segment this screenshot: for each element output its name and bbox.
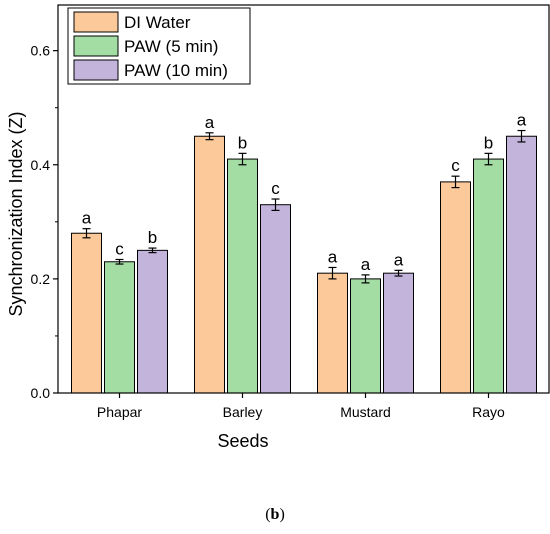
significance-letter: b — [148, 228, 157, 247]
legend-label: PAW (10 min) — [124, 61, 228, 80]
legend-swatch — [73, 11, 119, 33]
y-tick-label: 0.2 — [31, 271, 51, 287]
y-tick-label: 0.6 — [31, 43, 51, 59]
legend-label: DI Water — [124, 13, 191, 32]
significance-letter: c — [271, 179, 280, 198]
bar — [473, 158, 504, 394]
significance-letter: b — [484, 133, 493, 152]
bar — [104, 261, 135, 394]
x-tick-label: Barley — [223, 404, 263, 420]
legend: DI Water PAW (5 min) PAW (10 min) — [67, 7, 251, 85]
bar — [317, 272, 348, 394]
significance-letter: a — [205, 113, 215, 132]
x-axis-label: Seeds — [217, 431, 268, 451]
axes-layer: 0.0 0.2 0.4 0.6 Phapar Barley Mustard Rayo — [31, 4, 550, 420]
bar-chart: a c b a b c a a a c b a 0.0 0.2 0.4 0.6 Phapar Barley Mus… — [6, 4, 550, 451]
bar — [383, 272, 414, 394]
caption-label: b — [270, 506, 280, 523]
bar — [194, 135, 225, 394]
bar — [506, 135, 537, 394]
bars-layer — [71, 135, 537, 394]
caption-open-paren: ( — [265, 506, 271, 523]
legend-swatch — [73, 35, 119, 57]
bar — [350, 278, 381, 394]
significance-letter: a — [82, 209, 92, 228]
significance-letter: a — [361, 255, 371, 274]
plot-frame — [57, 4, 550, 394]
bar — [440, 181, 471, 394]
y-axis-label: Synchronization Index (Z) — [6, 111, 26, 316]
legend-label: PAW (5 min) — [124, 37, 218, 56]
y-tick-label: 0.4 — [31, 157, 51, 173]
bar — [137, 249, 168, 394]
y-tick-label: 0.0 — [31, 385, 51, 401]
bar — [260, 204, 291, 394]
significance-letter: c — [451, 156, 460, 175]
significance-letter: a — [328, 247, 338, 266]
significance-letter: c — [115, 239, 124, 258]
significance-letter: a — [394, 250, 404, 269]
significance-letter: b — [238, 133, 247, 152]
significance-letters-layer: a c b a b c a a a c b a — [82, 111, 527, 274]
figure-caption: (b) — [0, 506, 550, 524]
caption-close-paren: ) — [279, 506, 285, 523]
bar — [227, 158, 258, 394]
x-tick-label: Mustard — [340, 404, 391, 420]
bar — [71, 232, 102, 394]
x-tick-label: Rayo — [472, 404, 505, 420]
error-bars-layer — [82, 129, 526, 284]
significance-letter: a — [517, 111, 527, 130]
x-tick-label: Phapar — [97, 404, 142, 420]
legend-swatch — [73, 59, 119, 81]
